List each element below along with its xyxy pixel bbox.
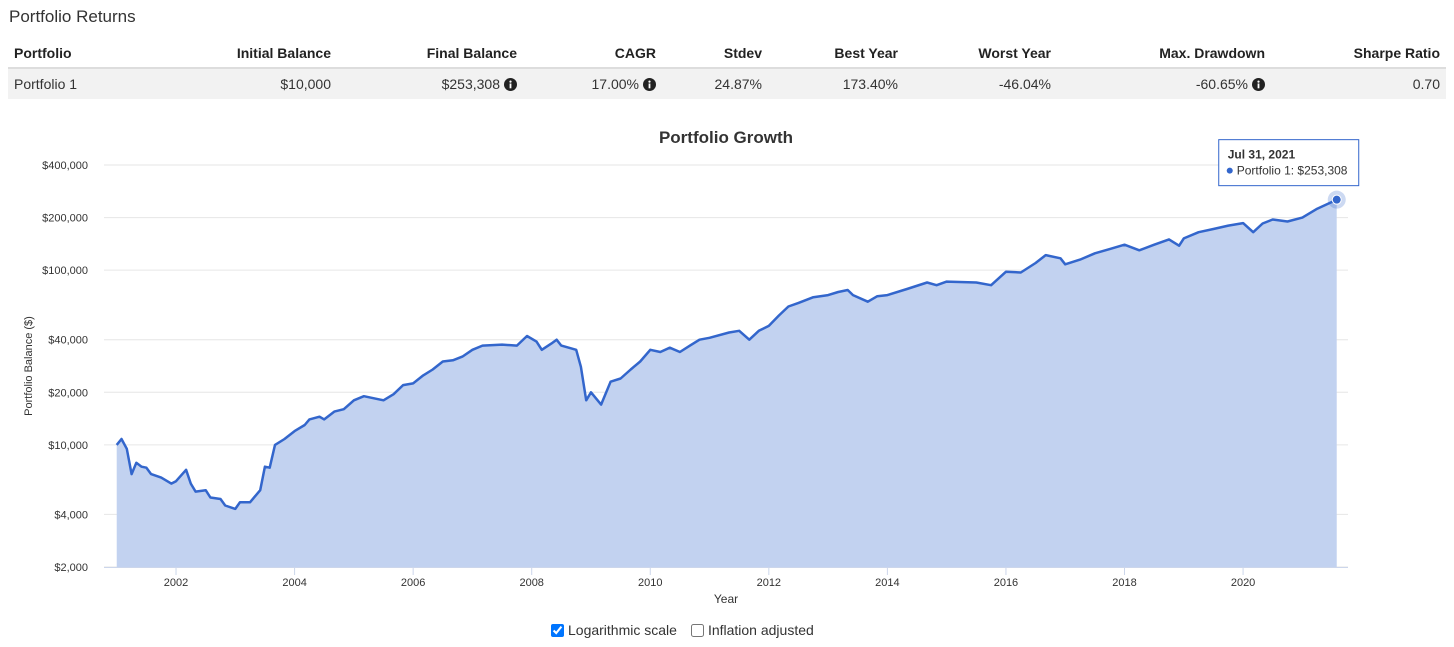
table-cell: 0.70: [1271, 68, 1446, 99]
header-row: Portfolio Initial Balance Final Balance CAG…: [8, 39, 1446, 69]
tooltip-dot: [1226, 167, 1233, 174]
x-axis-label: Year: [714, 592, 738, 606]
column-header: Best Year: [768, 39, 904, 69]
y-tick-label: $20,000: [48, 387, 88, 399]
cell-text: 0.70: [1412, 76, 1440, 92]
cell-text: $253,308: [441, 76, 500, 92]
tooltip-date: Jul 31, 2021: [1228, 148, 1296, 162]
table-cell: $10,000: [150, 68, 337, 99]
info-icon[interactable]: [643, 78, 656, 91]
table-cell: $253,308: [337, 68, 523, 99]
table-body: Portfolio 1 $10,000 $253,308 17.00% 24.87% 17…: [8, 68, 1446, 99]
table-cell: 173.40%: [768, 68, 904, 99]
cell-text: Portfolio 1: [14, 76, 78, 92]
line: [115, 198, 1338, 511]
y-tick-label: $100,000: [42, 265, 88, 277]
y-tick-label: $400,000: [42, 160, 88, 172]
x-tick-label: 2010: [638, 577, 662, 589]
x-tick-label: 2014: [875, 577, 899, 589]
cell-text: -46.04%: [998, 76, 1051, 92]
column-header: Stdev: [662, 39, 768, 69]
info-icon[interactable]: [1252, 78, 1265, 91]
area: [116, 199, 1337, 567]
column-header: Worst Year: [904, 39, 1057, 69]
column-header: Sharpe Ratio: [1271, 39, 1446, 69]
x-tick-label: 2018: [1112, 577, 1136, 589]
cell-text: $10,000: [280, 76, 331, 92]
x-tick-label: 2004: [282, 577, 306, 589]
x-tick-label: 2016: [994, 577, 1018, 589]
cell-text: 17.00%: [591, 76, 639, 92]
y-tick-label: $4,000: [54, 509, 88, 521]
cell-text: -60.65%: [1195, 76, 1248, 92]
y-tick-label: $10,000: [48, 440, 88, 452]
checkbox[interactable]: [551, 623, 564, 637]
page-title: Portfolio Returns: [9, 7, 136, 26]
table-cell: 24.87%: [662, 68, 768, 99]
tooltip-text: Portfolio 1: $253,308: [1237, 164, 1348, 178]
y-tick-label: $200,000: [42, 213, 88, 225]
x-tick-label: 2006: [401, 577, 425, 589]
table-row: Portfolio 1 $10,000 $253,308 17.00% 24.87% 17…: [8, 68, 1446, 99]
info-icon[interactable]: [504, 78, 517, 91]
table-cell: Portfolio 1: [8, 68, 150, 99]
checkbox[interactable]: [690, 623, 704, 637]
column-header: Initial Balance: [150, 39, 337, 69]
option: Logarithmic scale: [551, 622, 677, 638]
x-tick-label: 2012: [757, 577, 781, 589]
table-cell: 17.00%: [523, 68, 662, 99]
returns-table: Portfolio Initial Balance Final Balance CAG…: [8, 39, 1446, 99]
option-label: Logarithmic scale: [568, 622, 677, 638]
x-tick-label: 2020: [1231, 577, 1255, 589]
option-label: Inflation adjusted: [707, 622, 814, 638]
column-header: Portfolio: [8, 39, 150, 69]
column-header: Final Balance: [337, 39, 523, 69]
y-axis-label: Portfolio Balance ($): [23, 316, 35, 416]
table-cell: -46.04%: [904, 68, 1057, 99]
option: Inflation adjusted: [690, 622, 814, 638]
column-header: CAGR: [523, 39, 662, 69]
hover-point: [1331, 194, 1342, 205]
x-tick-label: 2008: [519, 577, 543, 589]
column-header: Max. Drawdown: [1057, 39, 1271, 69]
chart-options: Logarithmic scale Inflation adjusted: [551, 622, 814, 638]
cell-text: 24.87%: [714, 76, 762, 92]
cell-text: 173.40%: [842, 76, 898, 92]
table-cell: -60.65%: [1057, 68, 1271, 99]
chart: Portfolio Growth $2,000 $4,000 $10,000 $20,0…: [23, 128, 1360, 606]
y-tick-label: $2,000: [54, 562, 88, 574]
x-tick-label: 2002: [164, 577, 188, 589]
y-tick-label: $40,000: [48, 335, 88, 347]
chart-title: Portfolio Growth: [659, 128, 793, 147]
tooltip-box: [1218, 139, 1360, 187]
